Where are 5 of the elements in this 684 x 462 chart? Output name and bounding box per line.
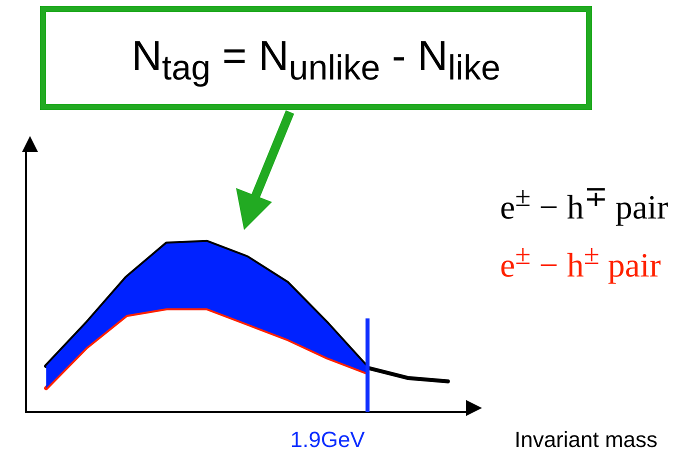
chart-title: N$_{tag}$ = N$_{unlike}$ - N$_{like}$ (132, 32, 500, 88)
x-axis-title: Invariant mass (514, 427, 658, 452)
text: e$^{±}$ − h$^{±}$ pair (500, 240, 661, 286)
text: e$^{±}$ − h$^{∓}$ pair (500, 181, 668, 228)
text: 1.9GeV (290, 427, 365, 452)
